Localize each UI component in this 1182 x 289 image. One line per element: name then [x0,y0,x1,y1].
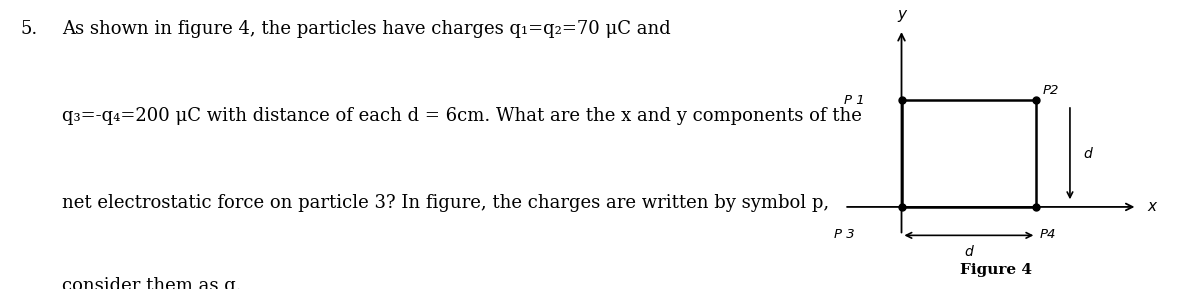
Text: As shown in figure 4, the particles have charges q₁=q₂=70 μC and: As shown in figure 4, the particles have… [61,20,671,38]
Text: P4: P4 [1040,228,1056,241]
Text: d: d [1084,147,1092,161]
Text: P 3: P 3 [834,228,855,241]
Text: net electrostatic force on particle 3? In figure, the charges are written by sym: net electrostatic force on particle 3? I… [61,194,830,212]
Text: P2: P2 [1043,84,1059,97]
Text: d: d [965,245,973,259]
Text: consider them as q.: consider them as q. [61,277,241,289]
Text: 5.: 5. [21,20,38,38]
Text: q₃=-q₄=200 μC with distance of each d = 6cm. What are the x and y components of : q₃=-q₄=200 μC with distance of each d = … [61,107,862,125]
Text: P 1: P 1 [844,94,865,107]
Text: x: x [1148,199,1156,214]
Text: y: y [897,7,907,22]
Text: Figure 4: Figure 4 [960,264,1032,277]
